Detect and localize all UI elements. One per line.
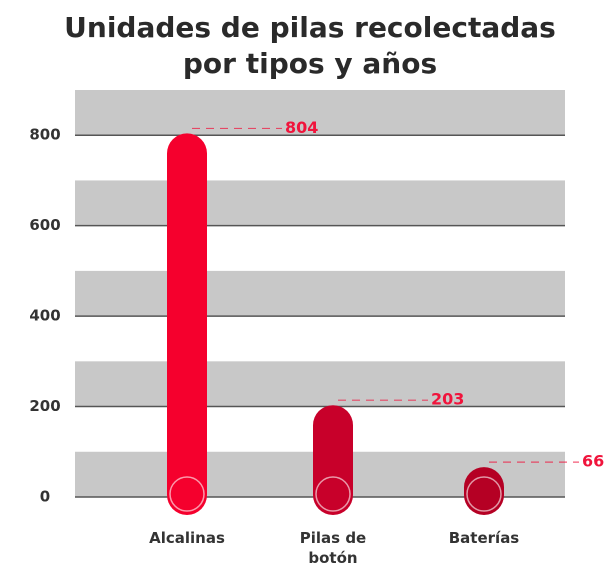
y-tick-label: 800 bbox=[29, 126, 60, 144]
band bbox=[75, 90, 565, 136]
bar-base bbox=[315, 476, 351, 512]
value-label: 203 bbox=[431, 390, 464, 409]
x-tick-label: Pilas de botón bbox=[299, 529, 367, 567]
y-tick-label: 200 bbox=[29, 397, 60, 415]
x-tick-label: Baterías bbox=[448, 529, 520, 547]
bar-base bbox=[466, 476, 502, 512]
chart-title: Unidades de pilas recolectadas por tipos… bbox=[64, 11, 556, 80]
y-tick-label: 400 bbox=[29, 307, 60, 325]
y-tick-label: 0 bbox=[40, 488, 50, 506]
value-label: 804 bbox=[285, 118, 318, 137]
band bbox=[75, 180, 565, 226]
band bbox=[75, 270, 565, 317]
x-tick-label: Alcalinas bbox=[149, 529, 225, 547]
value-label: 66 bbox=[582, 452, 604, 471]
bar-base bbox=[169, 476, 205, 512]
y-tick-label: 600 bbox=[29, 216, 60, 234]
bar bbox=[167, 133, 207, 515]
band bbox=[75, 361, 565, 407]
